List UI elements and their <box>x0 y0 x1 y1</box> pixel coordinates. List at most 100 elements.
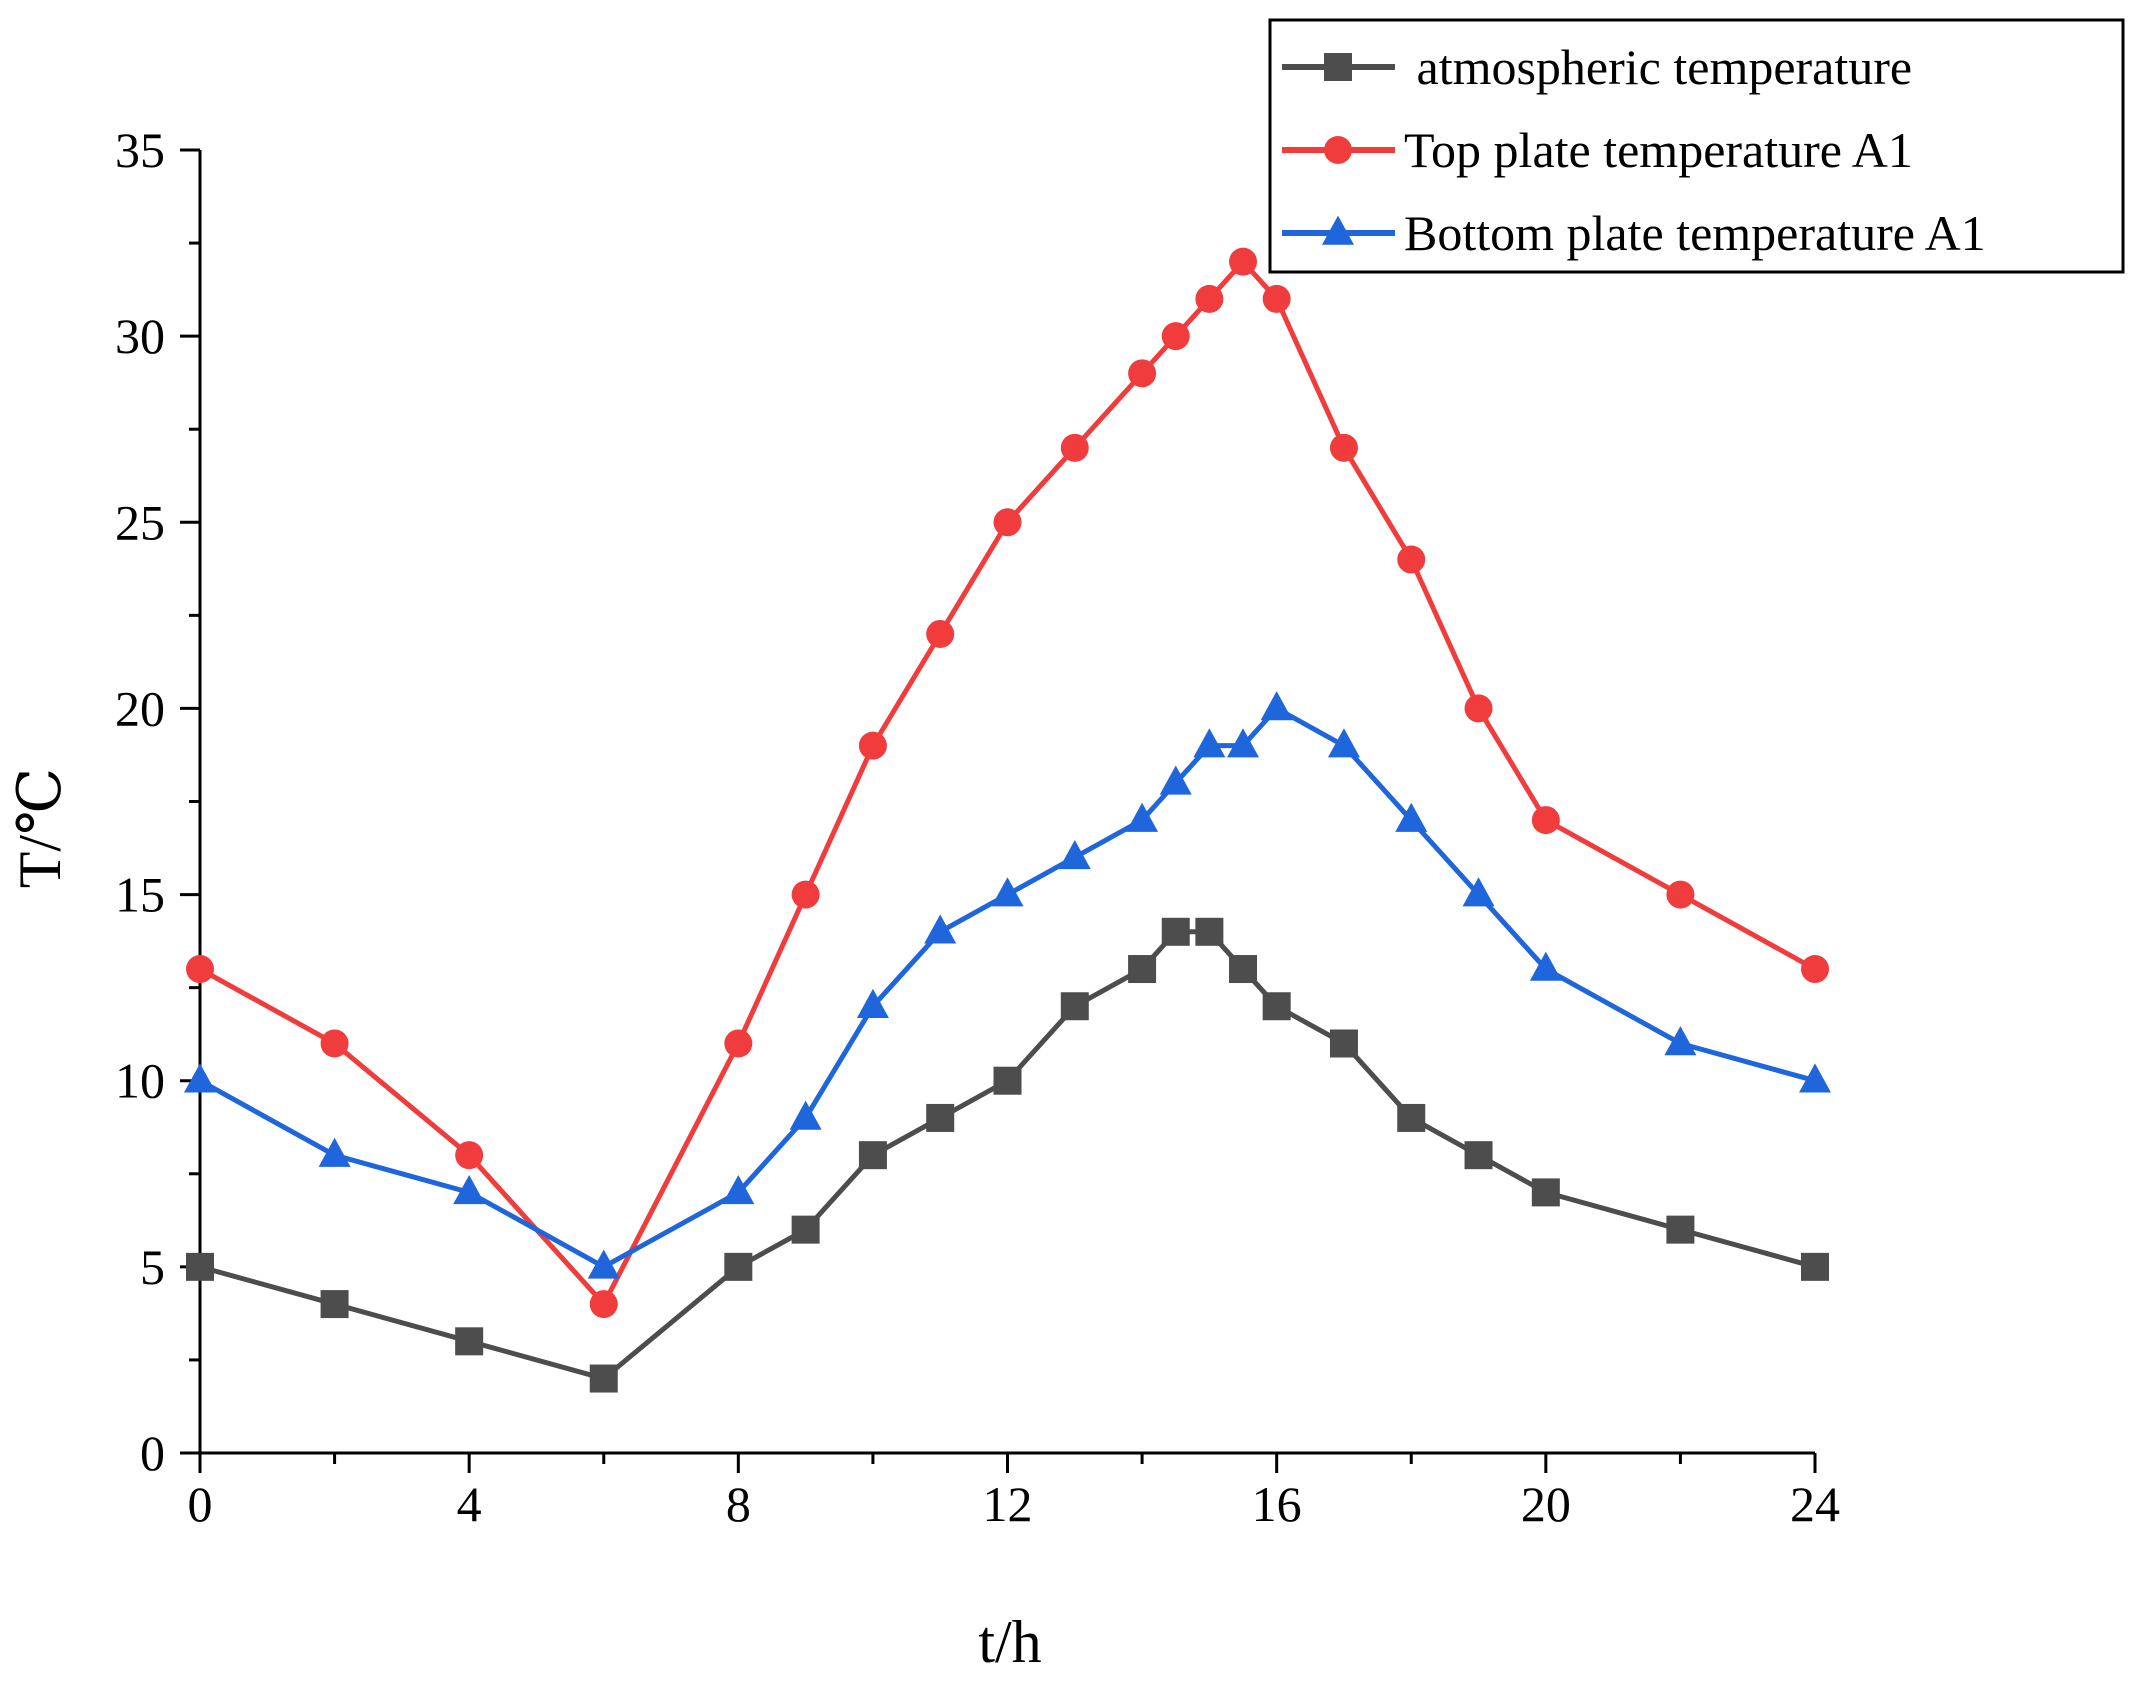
legend-label: atmospheric temperature <box>1404 39 1912 95</box>
data-point-triangle <box>1322 215 1354 245</box>
data-point-circle <box>1324 136 1352 164</box>
series-line <box>199 929 1816 1382</box>
y-tick-label: 15 <box>115 867 165 923</box>
legend-label: Bottom plate temperature A1 <box>1404 205 1986 261</box>
data-point-square <box>724 1252 753 1281</box>
data-point-square <box>1531 1178 1560 1207</box>
data-point-square <box>1195 917 1224 946</box>
data-point-triangle <box>1260 691 1293 721</box>
x-tick-label: 20 <box>1521 1476 1571 1532</box>
data-point-circle <box>1128 359 1157 388</box>
data-point-square <box>186 1252 214 1281</box>
data-point-square <box>993 1066 1022 1095</box>
data-point-triangle <box>856 988 889 1019</box>
data-point-square <box>1666 1215 1695 1244</box>
data-point-circle <box>1464 694 1493 723</box>
data-point-circle <box>1666 880 1695 909</box>
data-point-square <box>455 1327 484 1356</box>
data-point-square <box>1324 53 1352 81</box>
y-tick-label: 10 <box>115 1053 165 1109</box>
data-point-circle <box>926 619 955 648</box>
data-point-square <box>1060 992 1089 1021</box>
series-group <box>184 247 1831 1393</box>
x-tick-label: 12 <box>983 1476 1033 1532</box>
series-1 <box>186 247 1829 1319</box>
data-point-triangle <box>1395 802 1428 832</box>
legend-circle-marker <box>1324 136 1352 164</box>
axes: 0 5 10 15 20 25 30 35 0 4 8 12 16 20 24 <box>115 122 1840 1532</box>
data-point-triangle <box>1058 839 1091 870</box>
y-axis-title: T/℃ <box>7 768 73 888</box>
data-point-square <box>1397 1103 1426 1132</box>
x-tick-label: 0 <box>188 1476 213 1532</box>
data-point-square <box>1128 955 1157 984</box>
legend-item-top-plate: Top plate temperature A1 <box>1282 122 1913 178</box>
y-tick-label: 5 <box>140 1239 165 1295</box>
data-point-triangle <box>1327 728 1360 758</box>
data-point-circle <box>791 880 820 909</box>
data-point-circle <box>1329 433 1358 462</box>
y-tick-label: 25 <box>115 494 165 550</box>
data-point-circle <box>724 1029 753 1058</box>
legend: atmospheric temperature Top plate temper… <box>1268 18 2125 274</box>
series-0 <box>186 917 1829 1393</box>
data-point-square <box>589 1364 618 1393</box>
x-axis-title: t/h <box>978 1609 1041 1675</box>
data-point-triangle <box>1462 877 1495 907</box>
data-point-triangle <box>318 1137 351 1167</box>
x-tick-label: 24 <box>1790 1476 1840 1532</box>
data-point-triangle <box>1193 728 1226 758</box>
data-point-circle <box>858 731 887 760</box>
series-line <box>198 705 1816 1270</box>
data-point-circle <box>1229 247 1258 276</box>
data-point-triangle <box>184 1063 216 1093</box>
data-point-triangle <box>1664 1026 1697 1056</box>
data-point-triangle <box>1159 765 1192 795</box>
data-point-triangle <box>1126 802 1159 832</box>
data-point-square <box>926 1103 955 1132</box>
data-point-circle <box>1801 955 1829 984</box>
data-point-circle <box>1060 433 1089 462</box>
series-line <box>198 259 1817 1307</box>
data-point-circle <box>1262 284 1291 313</box>
data-point-square <box>320 1290 349 1319</box>
data-point-triangle <box>1799 1063 1831 1093</box>
y-tick-label: 0 <box>140 1425 165 1481</box>
x-tick-label: 8 <box>726 1476 751 1532</box>
legend-label: Top plate temperature A1 <box>1404 122 1913 178</box>
data-point-triangle <box>1227 728 1260 758</box>
data-point-triangle <box>587 1249 620 1279</box>
data-point-triangle <box>924 914 957 944</box>
legend-triangle-marker <box>1322 215 1354 245</box>
x-tick-label: 16 <box>1252 1476 1302 1532</box>
data-point-square <box>1229 955 1258 984</box>
data-point-square <box>1464 1141 1493 1170</box>
data-point-circle <box>993 508 1022 537</box>
data-point-square <box>858 1141 887 1170</box>
data-point-triangle <box>722 1175 755 1205</box>
legend-square-marker <box>1324 53 1352 81</box>
data-point-square <box>1161 917 1190 946</box>
data-point-square <box>1262 992 1291 1021</box>
data-point-triangle <box>789 1100 822 1130</box>
legend-item-atmospheric: atmospheric temperature <box>1282 39 1912 95</box>
data-point-circle <box>1531 806 1560 835</box>
y-tick-label: 35 <box>115 122 165 178</box>
data-point-circle <box>455 1141 484 1170</box>
data-point-square <box>1329 1029 1358 1058</box>
legend-frame <box>1268 18 2125 274</box>
data-point-triangle <box>991 877 1024 907</box>
data-point-triangle <box>1529 951 1562 981</box>
x-tick-label: 4 <box>457 1476 482 1532</box>
y-tick-label: 20 <box>115 680 165 736</box>
data-point-circle <box>589 1290 618 1319</box>
data-point-triangle <box>453 1175 486 1205</box>
data-point-square <box>1801 1252 1829 1281</box>
data-point-circle <box>1161 322 1190 351</box>
data-point-circle <box>320 1029 349 1058</box>
y-tick-label: 30 <box>115 308 165 364</box>
data-point-circle <box>1195 284 1224 313</box>
legend-item-bottom-plate: Bottom plate temperature A1 <box>1282 205 1986 261</box>
